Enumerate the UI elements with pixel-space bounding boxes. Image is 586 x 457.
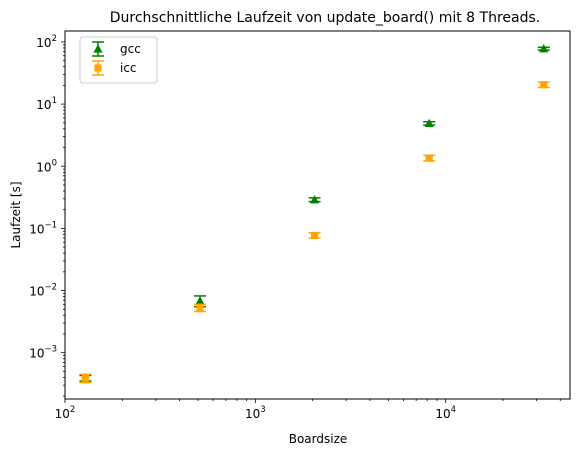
gcc-point (195, 296, 205, 305)
y-tick-label: 101 (36, 96, 57, 112)
legend-icc-marker (94, 64, 102, 72)
y-tick-label: 100 (36, 158, 57, 174)
legend-label-icc: icc (120, 61, 137, 75)
x-tick-label: 102 (55, 405, 76, 421)
icc-point (425, 154, 433, 162)
y-tick-label: 10−2 (29, 283, 57, 299)
legend: gcc icc (79, 36, 158, 84)
x-tick-label-base: 10 (435, 407, 450, 421)
x-tick-label: 104 (435, 405, 456, 421)
y-tick-label: 102 (36, 34, 57, 50)
plot-frame (64, 30, 571, 400)
legend-frame (79, 36, 158, 84)
y-axis-label: Laufzeit [s] (9, 181, 23, 248)
y-tick-label-exp: −2 (44, 283, 57, 293)
y-tick-label-base: 10 (36, 160, 51, 174)
x-axis-label: Boardsize (289, 432, 348, 446)
gcc-point (424, 118, 434, 128)
icc-point (196, 304, 204, 312)
x-tick-label-base: 10 (245, 407, 260, 421)
y-tick-label: 10−3 (29, 345, 57, 361)
y-tick-label-exp: 2 (52, 34, 57, 44)
y-tick-label-exp: −3 (44, 345, 57, 355)
y-tick-label-exp: 1 (52, 96, 57, 106)
x-tick-label-exp: 3 (260, 405, 265, 415)
gcc-point (309, 195, 320, 204)
y-tick-label-base: 10 (36, 36, 51, 50)
x-tick-label-exp: 4 (451, 405, 456, 415)
legend-label-gcc: gcc (120, 42, 141, 56)
y-tick-label-base: 10 (36, 98, 51, 112)
icc-point (310, 231, 319, 240)
x-tick-label-exp: 2 (70, 405, 75, 415)
gcc-point (539, 44, 549, 53)
icc-point (540, 81, 548, 89)
y-tick-label-exp: −1 (44, 220, 57, 230)
chart-title: Durchschnittliche Laufzeit von update_bo… (110, 10, 541, 26)
y-tick-label-base: 10 (29, 285, 44, 299)
x-tick-label-base: 10 (55, 407, 70, 421)
y-tick-label: 10−1 (29, 220, 57, 236)
y-tick-label-base: 10 (29, 347, 44, 361)
x-tick-label: 103 (245, 405, 266, 421)
y-tick-label-exp: 0 (52, 158, 57, 168)
icc-point (81, 374, 90, 382)
legend-gcc-marker (93, 44, 103, 53)
y-tick-label-base: 10 (29, 222, 44, 236)
